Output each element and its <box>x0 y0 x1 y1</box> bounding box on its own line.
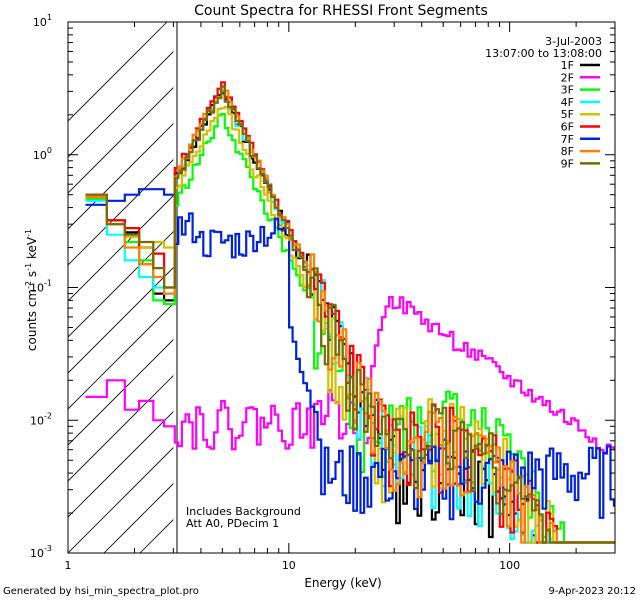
series-line-7f <box>85 188 615 521</box>
time-range-label: 13:07:00 to 13:08:00 <box>485 47 602 60</box>
hatch-line <box>68 51 174 158</box>
chart-title: Count Spectra for RHESSI Front Segments <box>194 3 488 19</box>
y-tick-label: 10-2 <box>30 411 52 427</box>
annotation-background: Includes Background <box>186 505 301 518</box>
annotation-attenuator: Att A0, PDecim 1 <box>186 517 279 530</box>
legend-label-5f: 5F <box>561 108 574 121</box>
legend-label-7f: 7F <box>561 133 574 146</box>
hatch-line <box>212 22 640 553</box>
footer-timestamp: 9-Apr-2023 20:12 <box>549 586 636 597</box>
legend-label-4f: 4F <box>561 96 574 109</box>
hatch-line <box>68 22 168 122</box>
x-tick-label: 100 <box>499 559 520 572</box>
footer-generator: Generated by hsi_min_spectra_plot.pro <box>3 586 199 597</box>
series-layer <box>85 81 615 544</box>
hatch-line <box>68 87 174 194</box>
series-line-9f <box>85 85 615 544</box>
y-tick-label: 100 <box>33 146 52 162</box>
legend-label-8f: 8F <box>561 145 574 158</box>
hatch-line <box>68 231 174 338</box>
legend-label-3f: 3F <box>561 84 574 97</box>
legend-label-9f: 9F <box>561 157 574 170</box>
x-tick-label: 1 <box>65 559 72 572</box>
hatch-line <box>68 411 174 518</box>
hatch-line <box>68 447 174 553</box>
x-tick-label: 10 <box>282 559 296 572</box>
date-label: 3-Jul-2003 <box>545 35 602 48</box>
y-tick-label: 101 <box>33 13 52 29</box>
y-axis-label: counts cm-2 s-1 keV-1 <box>24 229 39 351</box>
hatch-line <box>103 483 174 553</box>
legend-label-2f: 2F <box>561 71 574 84</box>
legend-label-6f: 6F <box>561 121 574 134</box>
y-tick-label: 10-3 <box>30 544 52 560</box>
hatched-region <box>68 22 640 553</box>
legend-label-1f: 1F <box>561 59 574 72</box>
x-axis-label: Energy (keV) <box>304 576 381 590</box>
hatch-line <box>68 375 174 482</box>
hatch-line <box>68 195 174 302</box>
